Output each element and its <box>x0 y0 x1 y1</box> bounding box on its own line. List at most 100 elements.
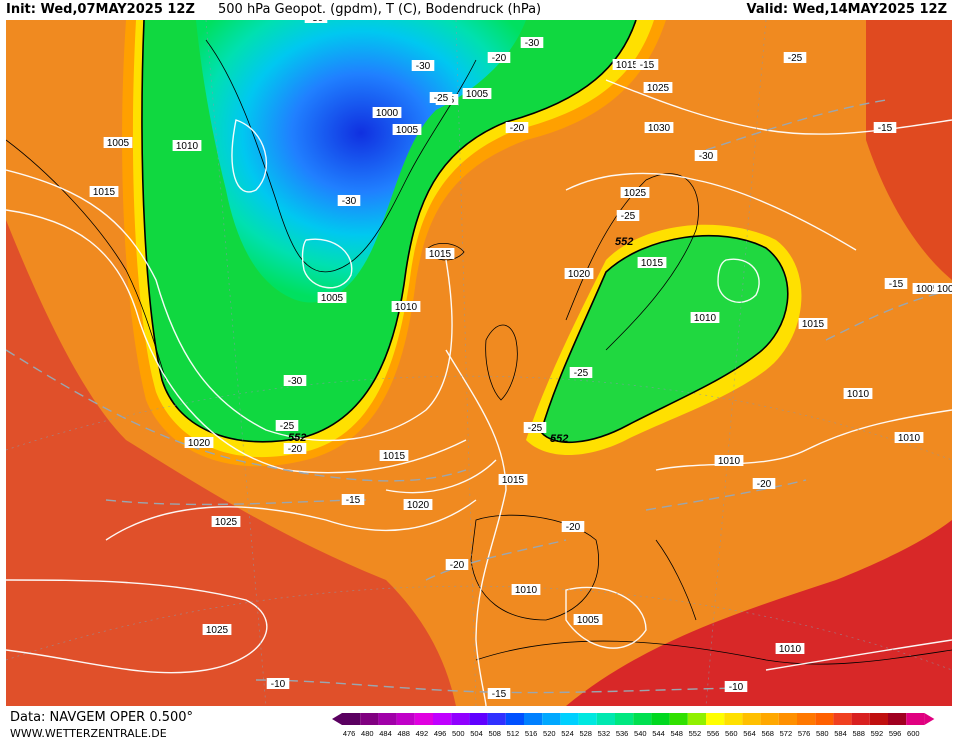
temperature-label: -25 <box>788 53 803 64</box>
pressure-label-box <box>202 624 232 635</box>
coastline-british-isles <box>485 324 518 401</box>
temperature-label-box <box>561 521 585 532</box>
pressure-label: 1010 <box>694 313 717 324</box>
temperature-label-box <box>635 59 659 70</box>
temperature-label: -20 <box>450 560 465 571</box>
legend-max-arrow <box>924 713 935 725</box>
legend-swatch <box>414 713 433 725</box>
valid-time: Valid: Wed,14MAY2025 12Z <box>746 2 947 17</box>
legend-swatch <box>869 713 888 725</box>
legend-tick-label: 512 <box>507 729 520 738</box>
pressure-label: 1015 <box>429 249 452 260</box>
pressure-label-box <box>564 268 594 279</box>
legend-tick-label: 560 <box>725 729 738 738</box>
contour-labels: 552 552 552 <box>288 236 633 445</box>
temperature-label: -15 <box>878 123 893 134</box>
pressure-label: 1010 <box>176 141 199 152</box>
legend-tick-label: 504 <box>470 729 483 738</box>
temperature-label-box <box>523 422 547 433</box>
temperature-label-box <box>411 60 435 71</box>
temperature-label: -15 <box>889 279 904 290</box>
pressure-label-box <box>643 82 673 93</box>
pressure-label: 1020 <box>568 269 591 280</box>
legend-tick-label: 488 <box>397 729 410 738</box>
legend-swatch <box>906 713 925 725</box>
geopotential-contour-552-east <box>540 234 789 444</box>
pressure-label-box <box>103 137 133 148</box>
coastline-scandinavia <box>565 173 699 351</box>
pressure-label-box <box>89 186 119 197</box>
isobars <box>6 79 952 706</box>
temperature-label-box <box>429 92 453 103</box>
legend-tick-label: 552 <box>689 729 702 738</box>
pressure-label: 1025 <box>206 625 229 636</box>
pressure-label: 1000 <box>376 108 399 119</box>
legend-tick-label: 516 <box>525 729 538 738</box>
temperature-label-box <box>304 20 328 23</box>
pressure-label-box <box>775 643 805 654</box>
legend-swatch <box>378 713 397 725</box>
coastline-north-africa <box>475 640 952 665</box>
coastline-greenland <box>205 39 477 273</box>
pressure-label-box <box>798 318 828 329</box>
weather-map: 552 552 552 1000 1005 1005 1005 1005 1005 1005… <box>6 20 952 706</box>
legend-tick-label: 564 <box>743 729 756 738</box>
temperature-label: -30 <box>525 38 540 49</box>
pressure-label-box <box>392 124 422 135</box>
pressure-label: 1025 <box>624 188 647 199</box>
color-legend: 476 480 484 488 492 496 500 504 508 512 516 520 524 5… <box>332 713 935 738</box>
legend-tick-label: 480 <box>361 729 374 738</box>
temperature-label-box <box>341 494 365 505</box>
pressure-label-box <box>843 388 873 399</box>
temperature-label-box <box>283 375 307 386</box>
legend-swatch <box>742 713 761 725</box>
coastlines <box>6 39 952 665</box>
legend-swatch <box>687 713 706 725</box>
legend-swatch <box>615 713 634 725</box>
temperature-labels: -35-30-30-30-30-30-30-25-25-25-25-25-25-… <box>266 20 908 700</box>
legend-swatch <box>633 713 652 725</box>
pressure-label-box <box>511 584 541 595</box>
legend-swatch <box>524 713 543 725</box>
temperature-label-box <box>275 420 299 431</box>
legend-tick-label: 532 <box>598 729 611 738</box>
pressure-labels: 1000100510051005100510051005101010101010… <box>89 59 952 655</box>
legend-swatch <box>760 713 779 725</box>
temperature-label-box <box>487 52 511 63</box>
temperature-label: -25 <box>280 421 295 432</box>
pressure-label: 1005 <box>466 89 489 100</box>
temperature-label-box <box>487 688 511 699</box>
cold-core-greenland <box>196 20 526 303</box>
pressure-label: 1005 <box>107 138 130 149</box>
temperature-label-box <box>445 559 469 570</box>
geopotential-label: 552 <box>615 236 633 248</box>
pressure-label-box <box>317 292 347 303</box>
warm-region-southwest <box>6 220 456 706</box>
legend-swatch <box>651 713 670 725</box>
warm-region-southeast <box>566 520 952 706</box>
temperature-label-box <box>616 210 640 221</box>
legend-swatch <box>851 713 870 725</box>
legend-tick-label: 484 <box>379 729 392 738</box>
legend-swatch <box>451 713 470 725</box>
legend-swatch <box>560 713 579 725</box>
cold-trough-scandinavia <box>541 235 788 443</box>
pressure-label-box <box>912 283 942 294</box>
legend-tick-label: 580 <box>816 729 829 738</box>
legend-tick-label: 572 <box>780 729 793 738</box>
temperature-label: -25 <box>528 423 543 434</box>
pressure-label-box <box>425 248 455 259</box>
temperature-label-box <box>569 367 593 378</box>
pressure-label: 1005 <box>577 615 600 626</box>
legend-tick-label: 496 <box>434 729 447 738</box>
legend-tick-label: 508 <box>488 729 501 738</box>
temperature-label-box <box>337 195 361 206</box>
data-source: Data: NAVGEM OPER 0.500° <box>10 710 194 725</box>
temperature-label-box <box>752 478 776 489</box>
pressure-label: 1025 <box>215 517 238 528</box>
coastline-italy <box>655 539 697 621</box>
map-header: Init: Wed,07MAY2025 12Z 500 hPa Geopot. … <box>0 0 959 20</box>
legend-swatch <box>542 713 561 725</box>
legend-swatch <box>669 713 688 725</box>
legend-swatch <box>797 713 816 725</box>
